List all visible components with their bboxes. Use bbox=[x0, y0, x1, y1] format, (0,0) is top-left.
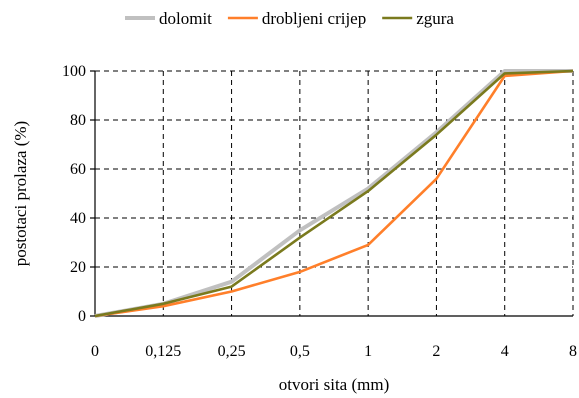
x-tick-label: 2 bbox=[432, 343, 440, 360]
y-tick-label: 40 bbox=[70, 210, 86, 227]
x-axis-title: otvori sita (mm) bbox=[279, 375, 389, 394]
legend: dolomit drobljeni crijep zgura bbox=[125, 9, 454, 28]
y-tick-label: 80 bbox=[70, 112, 86, 129]
x-tick-label: 0 bbox=[91, 343, 99, 360]
y-tick-label: 100 bbox=[62, 63, 86, 80]
series-lines bbox=[94, 69, 574, 318]
legend-item-3: zgura bbox=[382, 9, 454, 28]
legend-item-2: drobljeni crijep bbox=[227, 9, 366, 28]
y-tick-label: 60 bbox=[70, 161, 86, 178]
plot-frame bbox=[90, 70, 574, 317]
x-tick-label: 1 bbox=[364, 343, 372, 360]
legend-item-1: dolomit bbox=[125, 9, 212, 28]
gridlines bbox=[95, 70, 573, 316]
legend-label: zgura bbox=[416, 9, 454, 28]
x-tick-label: 4 bbox=[501, 343, 509, 360]
y-axis-title: postotaci prolaza (%) bbox=[11, 121, 30, 266]
y-tick-label: 0 bbox=[78, 308, 86, 325]
y-tick-labels: 0 20 40 60 80 100 bbox=[62, 63, 86, 325]
series-line-1 bbox=[94, 69, 573, 318]
x-tick-label: 8 bbox=[569, 343, 577, 360]
x-tick-label: 0,125 bbox=[145, 343, 181, 360]
series-line-2 bbox=[94, 69, 574, 318]
legend-label: drobljeni crijep bbox=[262, 9, 366, 28]
series-line-3 bbox=[94, 69, 574, 318]
legend-label: dolomit bbox=[159, 9, 212, 28]
x-tick-labels: 0 0,125 0,25 0,5 1 2 4 8 bbox=[91, 343, 577, 360]
y-tick-label: 20 bbox=[70, 259, 86, 276]
x-tick-label: 0,25 bbox=[218, 343, 246, 360]
x-tick-label: 0,5 bbox=[290, 343, 310, 360]
